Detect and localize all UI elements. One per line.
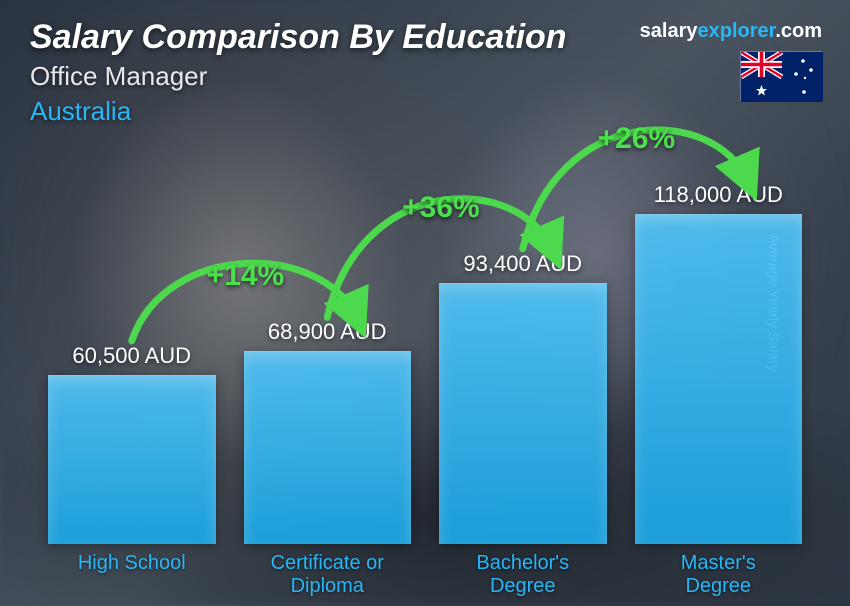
bar-3: 118,000 AUD [635,182,803,544]
australia-flag-icon [740,51,822,101]
x-label-1: Certificate orDiploma [244,552,412,598]
branding: salaryexplorer.com [640,20,822,106]
bar-1: 68,900 AUD [244,319,412,544]
value-label-2: 93,400 AUD [463,251,582,277]
x-label-2: Bachelor'sDegree [439,552,607,598]
x-axis-labels: High School Certificate orDiploma Bachelor… [48,552,802,598]
x-label-3: Master'sDegree [635,552,803,598]
value-label-0: 60,500 AUD [72,343,191,369]
x-label-0: High School [48,552,216,598]
bar-chart: 60,500 AUD 68,900 AUD 93,400 AUD 118,000 AU… [48,150,802,544]
brand-dot: .com [775,20,822,42]
bar-rect-1 [244,351,412,544]
brand-right: explorer [697,20,775,42]
bar-rect-0 [48,375,216,544]
value-label-3: 118,000 AUD [654,182,783,208]
bar-0: 60,500 AUD [48,343,216,544]
bars-container: 60,500 AUD 68,900 AUD 93,400 AUD 118,000 AU… [48,150,802,544]
bar-2: 93,400 AUD [439,251,607,544]
brand-text: salaryexplorer.com [640,20,822,43]
brand-left: salary [640,20,698,42]
value-label-1: 68,900 AUD [268,319,387,345]
bar-rect-2 [439,283,607,544]
bar-rect-3 [635,214,803,544]
